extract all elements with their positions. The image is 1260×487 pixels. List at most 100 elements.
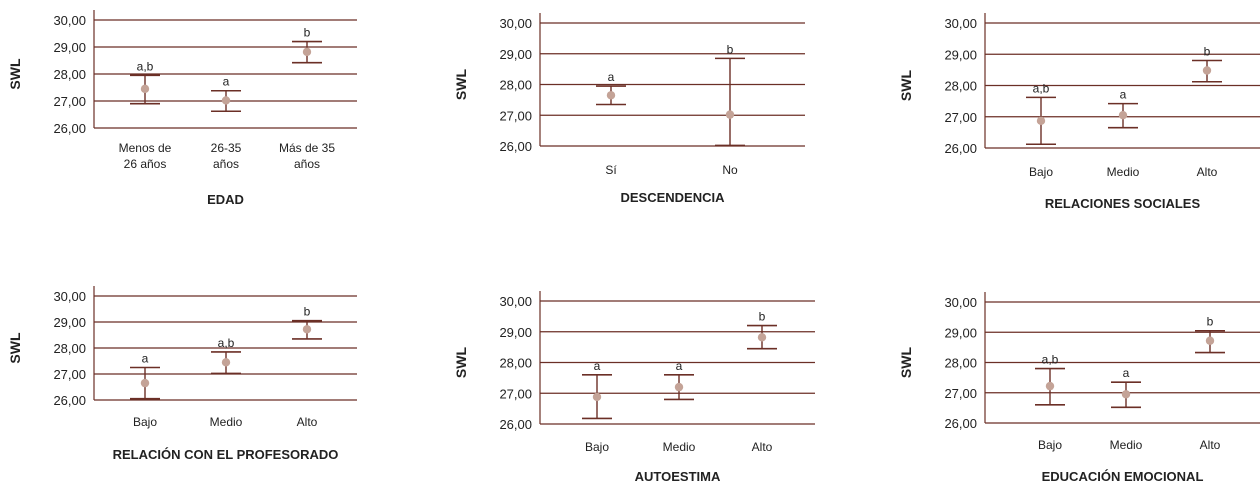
category-label: años: [213, 157, 239, 171]
y-tick-label: 27,00: [53, 367, 86, 382]
y-tick-label: 26,00: [53, 121, 86, 136]
group-letter: a,b: [137, 59, 154, 73]
group-letter: a,b: [218, 336, 235, 350]
y-tick-label: 27,00: [53, 94, 86, 109]
y-tick-label: 30,00: [53, 289, 86, 304]
group-letter: a,b: [1042, 353, 1059, 367]
mean-point: [674, 382, 684, 392]
y-axis-label: SWL: [7, 332, 23, 364]
chart-panel-6: 30,00 29,00 28,00 27,00 26,00 SWL a,b Bajo a Medi…: [898, 292, 1260, 484]
chart-panel-5: 30,00 29,00 28,00 27,00 26,00 SWL a Bajo a Medio b…: [453, 291, 815, 484]
category-label: Medio: [210, 415, 243, 429]
y-tick-label: 27,00: [499, 108, 532, 123]
mean-point: [725, 110, 735, 119]
x-axis-label: EDUCACIÓN EMOCIONAL: [1042, 469, 1204, 484]
y-axis-label: SWL: [453, 347, 469, 379]
y-axis-label: SWL: [898, 70, 914, 102]
group-letter: a: [1120, 88, 1127, 102]
group-letter: a,b: [1033, 81, 1050, 95]
category-label: Menos de: [119, 141, 172, 155]
category-label: años: [294, 157, 320, 171]
mean-point: [1118, 110, 1128, 120]
mean-point: [140, 378, 150, 388]
y-tick-label: 26,00: [944, 416, 977, 431]
category-label: Bajo: [133, 415, 157, 429]
y-tick-label: 29,00: [53, 315, 86, 330]
x-axis-label: DESCENDENCIA: [620, 190, 725, 205]
mean-point: [1045, 381, 1055, 391]
mean-point: [302, 325, 312, 334]
x-axis-label: AUTOESTIMA: [635, 469, 721, 484]
group-letter: a: [142, 352, 149, 366]
y-tick-label: 30,00: [944, 295, 977, 310]
y-tick-label: 30,00: [499, 16, 532, 31]
category-label: 26-35: [211, 141, 242, 155]
category-label: Medio: [1110, 438, 1143, 452]
category-label: Bajo: [585, 440, 609, 454]
group-letter: b: [759, 310, 766, 324]
y-tick-label: 28,00: [53, 341, 86, 356]
y-tick-label: 29,00: [499, 47, 532, 62]
mean-point: [1121, 390, 1131, 399]
category-label: Alto: [297, 415, 318, 429]
mean-point: [757, 333, 767, 342]
y-tick-label: 28,00: [499, 78, 532, 93]
mean-point: [221, 358, 231, 367]
x-axis-label: EDAD: [207, 192, 244, 207]
chart-panel-3: 30,00 29,00 28,00 27,00 26,00 SWL a,b Bajo a Medi…: [898, 13, 1260, 211]
category-label: Alto: [1200, 438, 1221, 452]
mean-point: [592, 392, 602, 402]
category-label: Medio: [1107, 165, 1140, 179]
y-tick-label: 26,00: [499, 139, 532, 154]
mean-point: [1202, 66, 1212, 75]
y-tick-label: 29,00: [53, 40, 86, 55]
y-tick-label: 30,00: [53, 13, 86, 28]
y-tick-label: 27,00: [944, 386, 977, 401]
category-label: Alto: [752, 440, 773, 454]
group-letter: a: [594, 359, 601, 373]
group-letter: a: [1123, 366, 1130, 380]
y-axis-label: SWL: [453, 69, 469, 101]
y-tick-label: 26,00: [499, 417, 532, 432]
category-label: 26 años: [124, 157, 167, 171]
chart-panel-2: 30,00 29,00 28,00 27,00 26,00 SWL a Sí b No DESCEN…: [453, 13, 805, 205]
mean-point: [606, 91, 616, 100]
y-tick-label: 28,00: [944, 79, 977, 94]
y-tick-label: 26,00: [53, 393, 86, 408]
y-tick-label: 28,00: [499, 356, 532, 371]
y-tick-label: 28,00: [53, 67, 86, 82]
y-tick-label: 26,00: [944, 141, 977, 156]
group-letter: a: [608, 70, 615, 84]
x-axis-label: RELACIÓN CON EL PROFESORADO: [113, 447, 339, 462]
category-label: Sí: [605, 163, 617, 177]
category-label: Alto: [1197, 165, 1218, 179]
category-label: No: [722, 163, 738, 177]
y-tick-label: 28,00: [944, 356, 977, 371]
chart-panel-4: 30,00 29,00 28,00 27,00 26,00 SWL a Bajo a,b Medi…: [7, 286, 357, 462]
y-tick-label: 29,00: [944, 325, 977, 340]
y-tick-label: 27,00: [944, 110, 977, 125]
group-letter: a: [223, 75, 230, 89]
y-axis-label: SWL: [898, 347, 914, 379]
chart-panel-1: 30,00 29,00 28,00 27,00 26,00 SWL a,b Menos de 2…: [7, 10, 357, 207]
y-tick-label: 29,00: [944, 47, 977, 62]
group-letter: b: [304, 26, 311, 40]
mean-point: [1036, 116, 1046, 126]
group-letter: a: [676, 359, 683, 373]
x-axis-label: RELACIONES SOCIALES: [1045, 196, 1201, 211]
y-tick-label: 30,00: [944, 16, 977, 31]
mean-point: [302, 47, 312, 57]
category-label: Medio: [663, 440, 696, 454]
mean-point: [1205, 336, 1215, 345]
y-axis-label: SWL: [7, 58, 23, 90]
group-letter: b: [727, 42, 734, 56]
group-letter: b: [1207, 315, 1214, 329]
y-tick-label: 27,00: [499, 386, 532, 401]
category-label: Bajo: [1038, 438, 1062, 452]
group-letter: b: [304, 305, 311, 319]
y-tick-label: 29,00: [499, 325, 532, 340]
category-label: Bajo: [1029, 165, 1053, 179]
group-letter: b: [1204, 45, 1211, 59]
category-label: Más de 35: [279, 141, 335, 155]
